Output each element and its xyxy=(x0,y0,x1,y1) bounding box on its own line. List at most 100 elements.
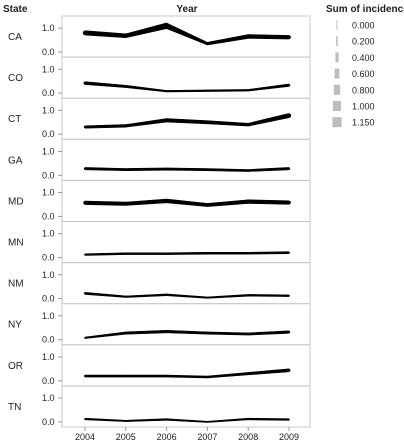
legend-swatch xyxy=(336,36,338,47)
data-point xyxy=(165,252,168,255)
data-point xyxy=(84,337,86,339)
data-point xyxy=(206,421,208,423)
data-point xyxy=(205,120,209,124)
y-tick-label: 0.0 xyxy=(42,211,55,221)
data-point xyxy=(125,420,127,422)
line-segment-tn xyxy=(84,417,127,422)
data-point xyxy=(247,294,250,297)
data-point xyxy=(164,199,169,203)
line-segment-nm xyxy=(125,293,167,298)
legend-label: 0.400 xyxy=(352,53,375,63)
data-point xyxy=(246,34,251,39)
data-point xyxy=(205,203,209,207)
data-point xyxy=(288,294,290,297)
panel-frame xyxy=(61,138,311,181)
panel-ca: CA 0.0 1.0 xyxy=(8,15,311,58)
legend: 0.000 0.200 0.400 0.600 0.800 1.000 1.150 xyxy=(332,20,375,128)
panel-nm: NM 0.0 1.0 xyxy=(8,262,311,305)
y-tick-label: 0.0 xyxy=(42,47,55,57)
panel-frame xyxy=(61,344,311,387)
line-segment-co xyxy=(207,89,249,92)
legend-swatch xyxy=(334,68,340,79)
data-point xyxy=(206,89,209,92)
row-header-label: State xyxy=(3,4,28,15)
data-point xyxy=(163,22,170,29)
panel-md: MD 0.0 1.0 xyxy=(8,179,311,222)
line-segment-md xyxy=(125,198,167,206)
data-point xyxy=(124,124,128,128)
line-segment-ga xyxy=(84,167,127,171)
legend-label: 0.000 xyxy=(352,21,375,31)
data-point xyxy=(124,202,128,206)
line-segment-ct xyxy=(207,120,249,127)
data-point xyxy=(287,35,291,40)
line-segment-ga xyxy=(247,167,290,172)
line-segment-ny xyxy=(247,330,290,336)
data-point xyxy=(287,200,291,205)
x-tick-label: 2006 xyxy=(157,432,177,441)
chart-panels: CA 0.0 1.0 CO 0.0 1.0 CT 0.0 1.0 GA 0.0 1.0 MD 0.0 1.0… xyxy=(8,15,311,428)
data-point xyxy=(124,85,127,88)
data-point xyxy=(287,330,291,334)
data-point xyxy=(246,123,250,127)
line-segment-mn xyxy=(84,252,127,256)
legend-title: Sum of incidence xyxy=(326,4,404,15)
legend-label: 0.800 xyxy=(352,85,375,95)
data-point xyxy=(84,418,86,420)
data-point xyxy=(247,89,250,92)
line-segment-ca xyxy=(84,30,127,39)
line-segment-ca xyxy=(207,34,249,46)
state-label: GA xyxy=(8,155,23,166)
panel-ny: NY 0.0 1.0 xyxy=(8,303,311,346)
line-segment-nm xyxy=(207,294,249,299)
state-label: OR xyxy=(8,361,23,372)
line-segment-md xyxy=(166,198,208,207)
x-axis: 2004 2005 2006 2007 2008 2009 xyxy=(75,427,299,441)
panel-frame xyxy=(61,262,311,305)
line-segment-tn xyxy=(207,417,249,423)
line-segment-tn xyxy=(125,418,167,422)
data-point xyxy=(206,331,209,335)
line-segment-or xyxy=(166,374,208,379)
panel-co: CO 0.0 1.0 xyxy=(8,56,311,99)
y-tick-label: 0.0 xyxy=(42,88,55,98)
line-segment-co xyxy=(84,81,127,88)
line-segment-ga xyxy=(125,167,167,171)
y-tick-label: 1.0 xyxy=(42,146,55,156)
line-segment-ct xyxy=(125,118,167,128)
data-point xyxy=(165,293,168,296)
data-point xyxy=(125,295,127,298)
data-point xyxy=(247,372,250,375)
line-segment-ca xyxy=(247,34,290,40)
line-segment-ga xyxy=(166,167,208,171)
panel-ga: GA 0.0 1.0 xyxy=(8,138,311,181)
line-segment-mn xyxy=(125,252,167,255)
data-point xyxy=(165,375,168,378)
legend-label: 1.150 xyxy=(352,118,375,128)
data-point xyxy=(287,167,291,170)
data-point xyxy=(165,330,168,333)
legend-swatch xyxy=(336,20,338,30)
panel-frame xyxy=(61,221,311,264)
data-point xyxy=(83,292,87,295)
data-point xyxy=(206,376,209,378)
data-point xyxy=(83,201,87,205)
y-tick-label: 0.0 xyxy=(42,335,55,345)
panel-or: OR 0.0 1.0 xyxy=(8,344,311,387)
line-segment-ct xyxy=(247,113,290,127)
line-segment-ca xyxy=(125,22,167,39)
y-tick-label: 0.0 xyxy=(42,417,55,427)
data-point xyxy=(206,252,209,255)
line-segment-or xyxy=(125,374,167,378)
data-point xyxy=(82,30,88,36)
data-point xyxy=(165,90,168,92)
data-point xyxy=(247,332,250,336)
data-point xyxy=(287,83,291,87)
data-point xyxy=(287,368,291,372)
state-label: CT xyxy=(8,114,21,125)
line-segment-nm xyxy=(166,293,208,299)
y-tick-label: 0.0 xyxy=(42,294,55,304)
data-point xyxy=(84,253,86,256)
y-tick-label: 1.0 xyxy=(42,393,55,403)
line-segment-nm xyxy=(84,292,127,298)
